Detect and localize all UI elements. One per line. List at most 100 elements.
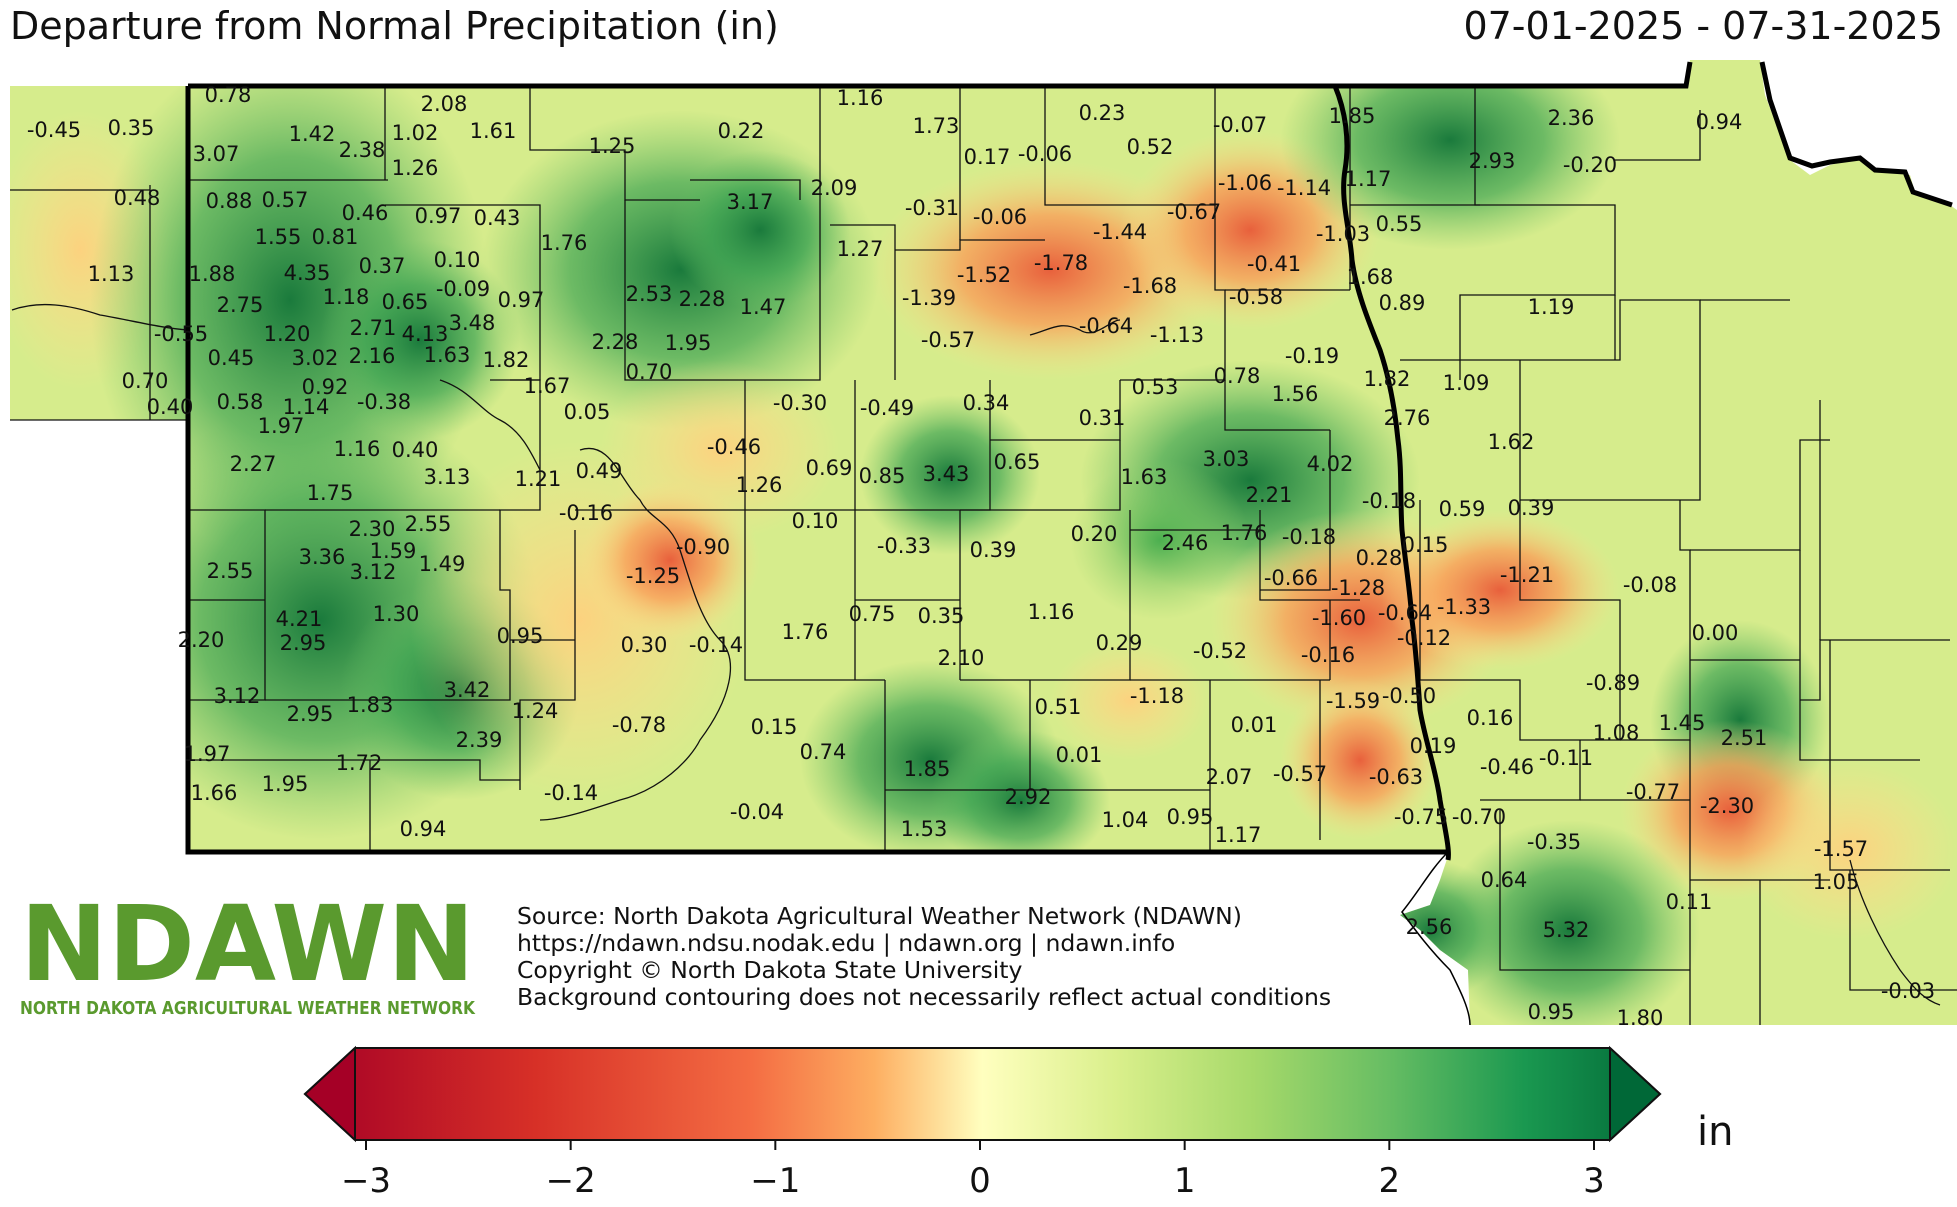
- station-value: 0.94: [1696, 110, 1743, 134]
- station-value: 2.07: [1206, 765, 1253, 789]
- station-value: 0.05: [564, 400, 611, 424]
- station-value: 0.95: [1167, 805, 1214, 829]
- state-borders: [185, 61, 1953, 861]
- colorbar-max-extend: [1609, 1045, 1662, 1143]
- source-line: Source: North Dakota Agricultural Weathe…: [517, 902, 1242, 930]
- station-value: -0.52: [1193, 639, 1247, 663]
- station-value: 2.21: [1246, 483, 1293, 507]
- station-value: -1.33: [1437, 595, 1491, 619]
- station-value: 1.20: [264, 322, 311, 346]
- station-value: 1.72: [336, 751, 383, 775]
- station-value: 1.68: [1347, 265, 1394, 289]
- station-value: -1.57: [1814, 837, 1868, 861]
- station-value: 1.83: [347, 693, 394, 717]
- station-value: 4.02: [1307, 452, 1354, 476]
- station-value: -1.52: [957, 263, 1011, 287]
- station-value: 0.75: [849, 602, 896, 626]
- station-value: 0.11: [1666, 890, 1713, 914]
- station-value: 0.58: [217, 390, 264, 414]
- station-value: 0.30: [621, 633, 668, 657]
- station-value: -0.14: [689, 633, 743, 657]
- logo-tagline: NORTH DAKOTA AGRICULTURAL WEATHER NETWOR…: [20, 998, 476, 1019]
- station-value: 0.00: [1692, 621, 1739, 645]
- station-value: 1.95: [262, 772, 309, 796]
- station-value: 0.39: [970, 538, 1017, 562]
- station-value: 1.95: [665, 331, 712, 355]
- station-value: 1.25: [589, 134, 636, 158]
- station-value: 0.69: [806, 456, 853, 480]
- county-boundaries: [10, 86, 1957, 1025]
- station-value: -1.59: [1326, 689, 1380, 713]
- station-value: 1.76: [541, 231, 588, 255]
- station-value: 1.53: [901, 817, 948, 841]
- colorbar-unit: in: [1697, 1109, 1733, 1155]
- station-value: 1.05: [1813, 870, 1860, 894]
- station-value: -0.14: [544, 781, 598, 805]
- station-value: 0.57: [262, 188, 309, 212]
- station-value: -0.09: [436, 277, 490, 301]
- station-value: -1.18: [1130, 684, 1184, 708]
- station-value: 0.31: [1079, 406, 1126, 430]
- colorbar-min-extend: [303, 1045, 356, 1143]
- station-value: 0.46: [342, 201, 389, 225]
- station-value: 0.19: [1410, 734, 1457, 758]
- station-value: 2.75: [217, 293, 264, 317]
- colorbar: −3 −2 −1 0 1 2 3 in: [303, 1045, 1733, 1201]
- station-value: 2.46: [1162, 531, 1209, 555]
- station-value: 0.15: [1402, 533, 1449, 557]
- station-value: -0.55: [154, 322, 208, 346]
- station-value: -0.75: [1394, 805, 1448, 829]
- station-value: 0.22: [718, 119, 765, 143]
- station-value: -0.11: [1539, 746, 1593, 770]
- station-value: -0.57: [1273, 762, 1327, 786]
- station-value: 0.35: [918, 604, 965, 628]
- station-value: 0.49: [576, 459, 623, 483]
- station-value: 1.56: [1272, 382, 1319, 406]
- station-value: -0.18: [1282, 525, 1336, 549]
- colorbar-tick-label: 2: [1379, 1161, 1401, 1201]
- station-value: 1.26: [736, 473, 783, 497]
- station-value: 0.48: [114, 186, 161, 210]
- station-value: 0.15: [751, 715, 798, 739]
- station-value: -0.06: [1018, 142, 1072, 166]
- url-line: https://ndawn.ndsu.nodak.edu | ndawn.org…: [517, 929, 1176, 957]
- station-value: -0.63: [1369, 765, 1423, 789]
- colorbar-tick-label: −1: [750, 1161, 800, 1201]
- station-value: -0.67: [1167, 200, 1221, 224]
- station-value: 4.21: [276, 607, 323, 631]
- station-value: -0.18: [1362, 489, 1416, 513]
- river-border: [1401, 851, 1471, 1026]
- station-value: 0.16: [1467, 706, 1514, 730]
- station-value: -0.90: [676, 535, 730, 559]
- station-value: 3.43: [923, 462, 970, 486]
- station-value: -0.03: [1881, 979, 1935, 1003]
- station-value: 0.65: [382, 290, 429, 314]
- station-value: 0.43: [474, 206, 521, 230]
- date-range: 07-01-2025 - 07-31-2025: [1463, 4, 1943, 48]
- station-value: 2.39: [456, 728, 503, 752]
- copyright-line: Copyright © North Dakota State Universit…: [517, 956, 1023, 984]
- station-value: 1.85: [1329, 104, 1376, 128]
- station-value: -1.60: [1312, 606, 1366, 630]
- station-value: 0.59: [1439, 497, 1486, 521]
- station-value: 0.35: [108, 116, 155, 140]
- station-value: 4.13: [402, 322, 449, 346]
- station-value: 1.97: [258, 414, 305, 438]
- station-value: 1.67: [524, 374, 571, 398]
- station-value: 0.40: [147, 395, 194, 419]
- map-title: Departure from Normal Precipitation (in): [10, 4, 779, 48]
- station-value: -0.50: [1382, 684, 1436, 708]
- station-value: 0.78: [205, 83, 252, 107]
- station-value: 1.16: [837, 86, 884, 110]
- station-value: 0.95: [497, 624, 544, 648]
- station-value: 2.28: [679, 287, 726, 311]
- station-value: 0.39: [1508, 496, 1555, 520]
- station-value: 1.21: [515, 467, 562, 491]
- station-value: 2.09: [811, 176, 858, 200]
- station-value: 0.37: [359, 254, 406, 278]
- station-value: -0.30: [773, 391, 827, 415]
- station-value: 1.49: [419, 552, 466, 576]
- station-value: -0.16: [1301, 643, 1355, 667]
- station-value: 0.92: [302, 375, 349, 399]
- station-value: 1.45: [1659, 711, 1706, 735]
